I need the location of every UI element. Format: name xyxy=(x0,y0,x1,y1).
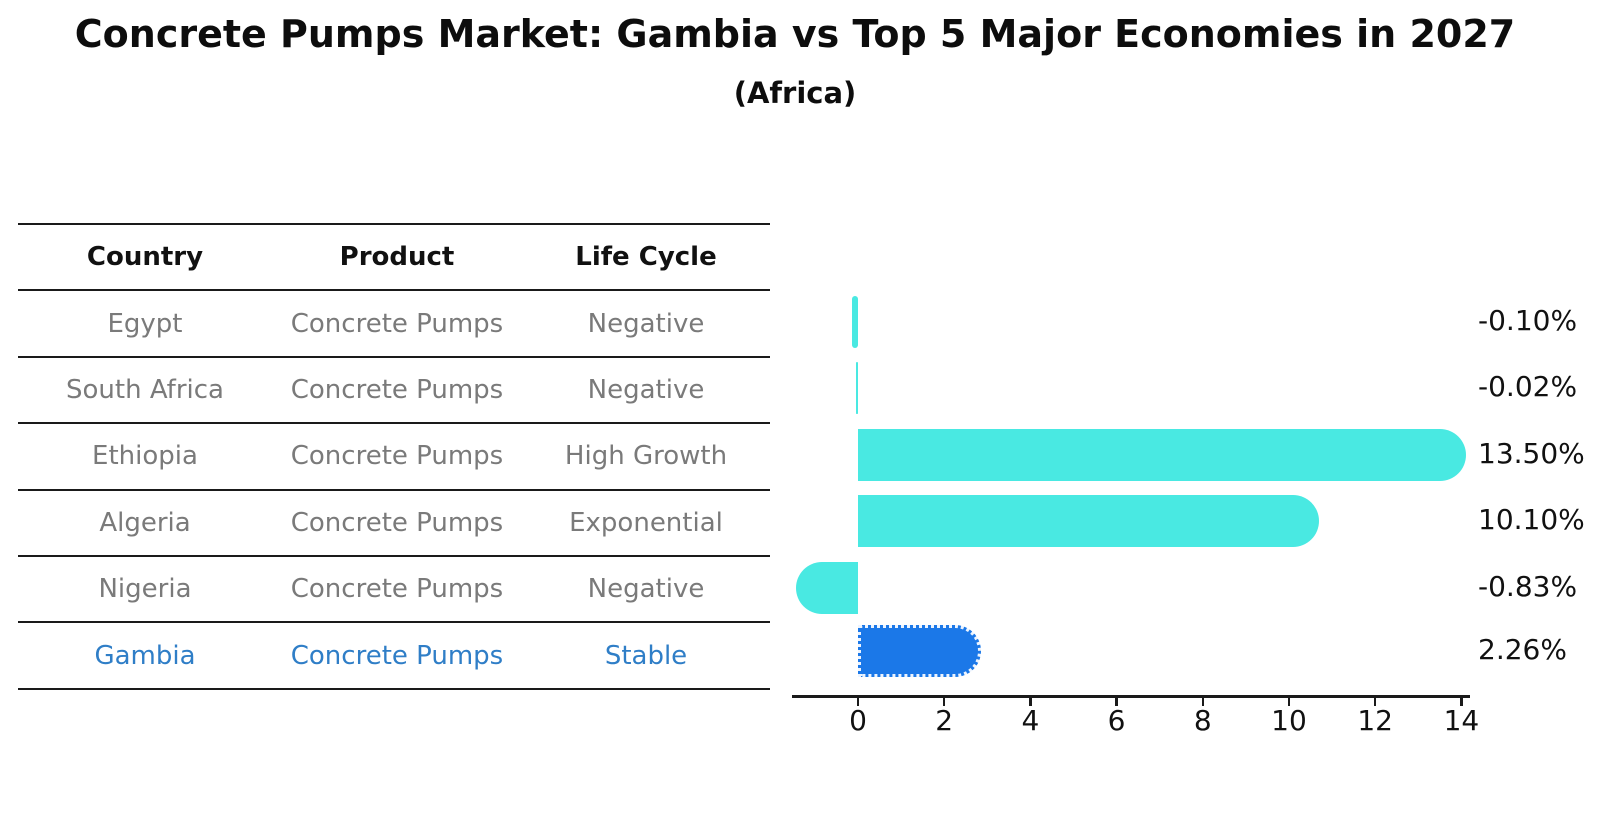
x-tick-mark xyxy=(1115,697,1118,706)
x-tick-mark xyxy=(942,697,946,706)
cell-life-cycle: Negative xyxy=(587,574,705,605)
x-axis-line xyxy=(792,695,1470,698)
cell-country: Nigeria xyxy=(98,574,192,605)
cell-country: Algeria xyxy=(99,507,191,538)
table-row: South Africa Concrete Pumps Negative xyxy=(18,358,770,425)
table-row: Nigeria Concrete Pumps Negative xyxy=(18,557,770,624)
x-tick-mark xyxy=(1201,697,1205,706)
chart-title: Concrete Pumps Market: Gambia vs Top 5 M… xyxy=(74,12,1516,56)
cell-life-cycle: High Growth xyxy=(564,441,728,472)
cell-country: Egypt xyxy=(107,308,183,339)
value-label: -0.83% xyxy=(1478,570,1578,604)
cell-product: Concrete Pumps xyxy=(290,308,504,339)
x-tick-mark xyxy=(1460,697,1463,706)
x-tick-mark xyxy=(1373,697,1377,706)
table-row: Egypt Concrete Pumps Negative xyxy=(18,291,770,358)
bar-egypt xyxy=(851,296,858,348)
table-row: Algeria Concrete Pumps Exponential xyxy=(18,491,770,557)
bar-ethiopia xyxy=(858,429,1466,481)
cell-life-cycle: Negative xyxy=(587,308,705,339)
value-label: 10.10% xyxy=(1478,503,1585,537)
summary-table: Country Product Life Cycle Egypt Concret… xyxy=(18,223,770,690)
cell-life-cycle: Negative xyxy=(587,374,705,405)
table-row: Gambia Concrete Pumps Stable xyxy=(18,623,770,690)
cell-product: Concrete Pumps xyxy=(290,507,504,538)
column-header-country: Country xyxy=(86,242,204,273)
column-header-life-cycle: Life Cycle xyxy=(575,242,717,273)
value-label: 2.26% xyxy=(1478,633,1567,667)
x-tick-label: 14 xyxy=(1443,704,1480,737)
bar-gambia xyxy=(858,625,982,677)
cell-product: Concrete Pumps xyxy=(290,640,504,671)
x-tick-mark xyxy=(856,697,860,706)
x-tick-label: 4 xyxy=(1021,704,1040,737)
column-header-product: Product xyxy=(339,242,455,273)
cell-country: Gambia xyxy=(94,640,196,671)
x-tick-label: 10 xyxy=(1271,704,1307,737)
bar-algeria xyxy=(858,495,1320,547)
x-tick-label: 6 xyxy=(1107,704,1126,737)
table-row: Ethiopia Concrete Pumps High Growth xyxy=(18,424,770,491)
cell-product: Concrete Pumps xyxy=(290,374,504,405)
x-tick-label: 12 xyxy=(1357,704,1393,737)
x-tick-mark xyxy=(1287,697,1291,706)
value-label: -0.10% xyxy=(1478,304,1578,338)
value-label: 13.50% xyxy=(1478,437,1585,471)
cell-country: South Africa xyxy=(66,374,224,405)
cell-life-cycle: Stable xyxy=(604,640,688,671)
table-header-row: Country Product Life Cycle xyxy=(18,225,770,292)
cell-product: Concrete Pumps xyxy=(290,574,504,605)
cell-life-cycle: Exponential xyxy=(569,507,723,538)
x-tick-label: 0 xyxy=(849,704,867,737)
cell-country: Ethiopia xyxy=(92,441,198,472)
x-tick-mark xyxy=(1029,697,1032,706)
cell-product: Concrete Pumps xyxy=(290,441,504,472)
value-label: -0.02% xyxy=(1478,370,1578,404)
x-tick-label: 8 xyxy=(1193,704,1212,737)
x-tick-label: 2 xyxy=(935,704,954,737)
bar-nigeria xyxy=(796,562,858,614)
bar-south-africa xyxy=(856,362,858,414)
chart-subtitle: (Africa) xyxy=(733,76,857,110)
